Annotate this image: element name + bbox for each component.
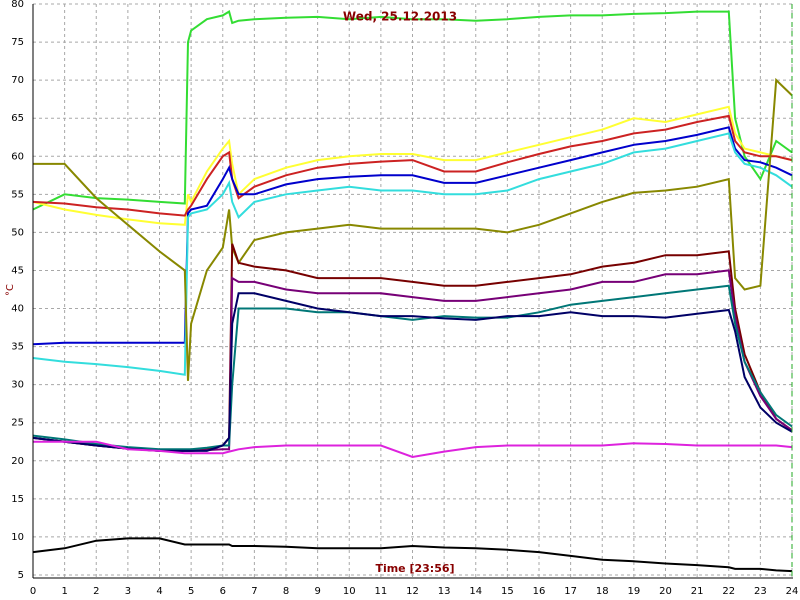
x-tick-label: 23: [754, 586, 767, 597]
x-tick-label: 21: [691, 586, 704, 597]
y-tick-label: 25: [11, 418, 24, 429]
y-tick-label: 65: [11, 113, 24, 124]
lines: [32, 10, 793, 573]
x-tick-label: 13: [438, 586, 451, 597]
y-tick-label: 5: [18, 570, 24, 581]
x-tick-label: 4: [156, 586, 162, 597]
x-tick-label: 0: [30, 586, 36, 597]
y-tick-label: 75: [11, 37, 24, 48]
x-tick-label: 5: [188, 586, 194, 597]
x-tick-label: 2: [93, 586, 99, 597]
x-tick-label: 24: [786, 586, 799, 597]
x-tick-label: 18: [596, 586, 609, 597]
series-line: [33, 440, 793, 459]
series-line: [32, 114, 793, 217]
y-tick-label: 20: [11, 456, 24, 467]
series-line: [32, 537, 793, 573]
x-tick-label: 16: [533, 586, 546, 597]
x-tick-label: 15: [501, 586, 514, 597]
y-tick-label: 40: [11, 304, 24, 315]
x-tick-label: 8: [283, 586, 289, 597]
x-axis-label: Time [23:56]: [375, 562, 454, 575]
series-line: [33, 77, 793, 381]
x-tick-label: 6: [220, 586, 226, 597]
x-tick-label: 9: [314, 586, 320, 597]
grid: [32, 3, 793, 578]
y-tick-label: 30: [11, 380, 24, 391]
chart-title: Wed, 25.12.2013: [343, 10, 457, 24]
y-tick-label: 60: [11, 151, 24, 162]
x-tick-label: 3: [125, 586, 131, 597]
x-tick-label: 20: [659, 586, 672, 597]
y-tick-label: 50: [11, 227, 24, 238]
y-tick-label: 35: [11, 342, 24, 353]
x-tick-label: 7: [251, 586, 257, 597]
x-tick-label: 19: [628, 586, 641, 597]
y-tick-label: 55: [11, 189, 24, 200]
x-tick-label: 11: [375, 586, 388, 597]
y-tick-label: 70: [11, 75, 24, 86]
y-tick-label: 10: [11, 532, 24, 543]
y-tick-label: 80: [11, 0, 24, 10]
series-line: [32, 292, 793, 452]
x-tick-label: 12: [406, 586, 419, 597]
y-tick-label: 45: [11, 265, 24, 276]
x-tick-label: 17: [564, 586, 577, 597]
y-axis-label: °C: [5, 284, 16, 296]
x-tick-label: 1: [61, 586, 67, 597]
x-tick-label: 14: [469, 586, 482, 597]
series-line: [32, 10, 793, 211]
x-tick-label: 22: [722, 586, 735, 597]
y-tick-label: 15: [11, 494, 24, 505]
x-tick-label: 10: [343, 586, 356, 597]
series-line: [32, 105, 793, 226]
